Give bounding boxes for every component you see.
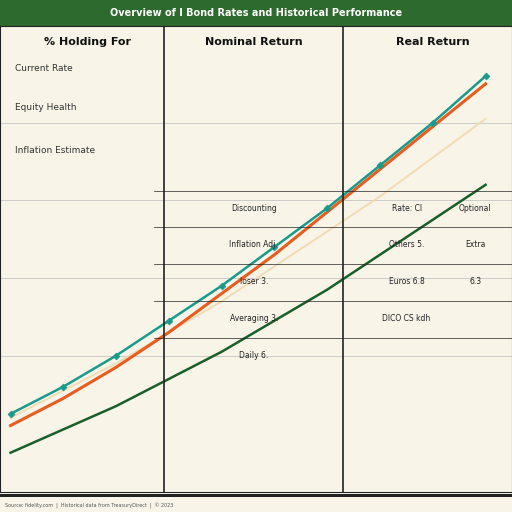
Text: Euros 6.8: Euros 6.8 bbox=[389, 278, 424, 286]
Text: Extra: Extra bbox=[465, 241, 485, 249]
Text: Inflation Adj.: Inflation Adj. bbox=[229, 241, 278, 249]
Text: Equity Health: Equity Health bbox=[15, 103, 76, 112]
Text: DICO CS kdh: DICO CS kdh bbox=[382, 314, 431, 323]
Text: Nominal Return: Nominal Return bbox=[205, 37, 303, 47]
Text: Inflation Estimate: Inflation Estimate bbox=[15, 146, 95, 155]
Text: Overview of I Bond Rates and Historical Performance: Overview of I Bond Rates and Historical … bbox=[110, 8, 402, 18]
Text: Others 5.: Others 5. bbox=[389, 241, 424, 249]
Text: Averaging 3.: Averaging 3. bbox=[229, 314, 278, 323]
Text: loser 3.: loser 3. bbox=[240, 278, 268, 286]
Text: Rate: Cl: Rate: Cl bbox=[392, 204, 421, 212]
Text: % Holding For: % Holding For bbox=[44, 37, 131, 47]
Text: 6.3: 6.3 bbox=[469, 278, 481, 286]
Text: Real Return: Real Return bbox=[396, 37, 470, 47]
Text: Source: fidelity.com  |  Historical data from TreasuryDirect  |  © 2023: Source: fidelity.com | Historical data f… bbox=[5, 503, 174, 509]
Text: Optional: Optional bbox=[459, 204, 492, 212]
Text: Discounting: Discounting bbox=[231, 204, 276, 212]
Text: Current Rate: Current Rate bbox=[15, 65, 73, 73]
Text: Daily 6.: Daily 6. bbox=[239, 351, 268, 360]
